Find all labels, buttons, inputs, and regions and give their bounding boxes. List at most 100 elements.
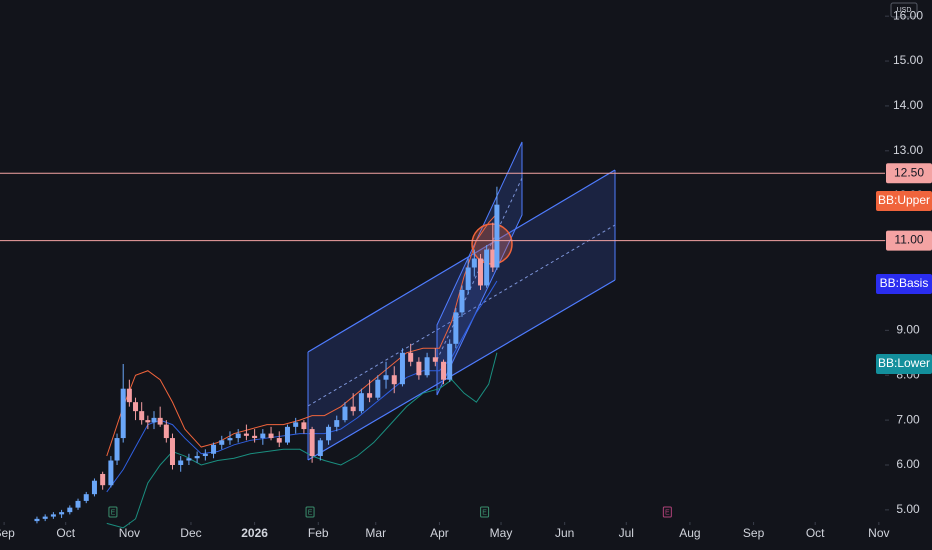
y-tick-label: 5.00 [896, 502, 920, 516]
y-tick-label: 13.00 [893, 143, 923, 157]
candle-body [126, 388, 132, 403]
candles [34, 186, 500, 524]
event-marker [480, 506, 490, 518]
price-label: 11.00 [894, 233, 923, 247]
legend-label: BB:Lower [878, 356, 930, 370]
x-tick-label: Feb [308, 526, 329, 540]
x-tick-label: Nov [868, 526, 889, 540]
x-tick-label: Mar [365, 526, 386, 540]
legend-label: BB:Upper [878, 193, 930, 207]
candle-body [432, 357, 438, 362]
event-label: E [665, 509, 670, 516]
candle-body [202, 453, 208, 457]
candle-body [50, 514, 56, 517]
candle-body [219, 440, 225, 445]
event-marker [305, 506, 315, 518]
legend-box [876, 191, 932, 211]
candle-body [301, 422, 307, 430]
candle-body [243, 433, 249, 436]
event-label: E [482, 509, 487, 516]
candle-body [120, 388, 126, 439]
y-tick-label: 7.00 [896, 412, 920, 426]
x-tick-label: Oct [806, 526, 825, 540]
candle-body [471, 258, 477, 268]
event-marker [108, 506, 118, 518]
candle-body [186, 458, 192, 461]
currency: USD [897, 7, 912, 14]
candle-body [465, 267, 471, 290]
x-tick-label: May [490, 526, 513, 540]
event-marker [662, 506, 672, 518]
candle-body [284, 426, 290, 443]
x-tick-label: Nov [119, 526, 140, 540]
candle-body [169, 438, 175, 465]
candle-body [157, 417, 163, 425]
candle-body [424, 357, 430, 376]
x-tick-label: Aug [679, 526, 700, 540]
candle-body [358, 393, 364, 412]
candle-body [194, 456, 200, 459]
candle-body [42, 516, 48, 519]
candle-body [309, 429, 315, 457]
channel-fill [308, 170, 615, 460]
candle-body [133, 402, 139, 412]
candle-body [408, 352, 414, 362]
candle-body [326, 426, 332, 441]
candle-body [459, 289, 465, 313]
candle-body [276, 438, 282, 443]
candle-body [490, 249, 496, 268]
y-tick-label: 6.00 [896, 457, 920, 471]
x-tick-label: Dec [180, 526, 201, 540]
channel-bottom [307, 279, 616, 461]
legend-box [876, 274, 932, 294]
y-tick-label: 15.00 [893, 53, 923, 67]
candle-body [91, 480, 97, 495]
candle-body [145, 420, 151, 423]
candle-body [317, 440, 323, 457]
candle-body [399, 352, 405, 385]
event-label: E [111, 509, 116, 516]
x-tick-label: Sep [743, 526, 765, 540]
event-label: E [308, 509, 313, 516]
bb-line [106, 213, 498, 457]
channel-mid [307, 224, 616, 407]
candle-body [83, 494, 89, 501]
candle-body [139, 411, 145, 421]
candle-body [75, 500, 81, 508]
y-tick-label: 14.00 [893, 98, 923, 112]
candle-body [163, 424, 169, 439]
legend-label: BB:Basis [880, 276, 929, 290]
candle-body [477, 258, 483, 286]
candle-body [334, 420, 340, 427]
candle-body [453, 312, 459, 344]
bb-line [106, 352, 498, 529]
candle-body [252, 435, 258, 439]
price-label-box [886, 163, 932, 184]
x-tick-label: Apr [430, 526, 449, 540]
candle-body [484, 249, 490, 286]
candle-body [114, 438, 120, 461]
candle-body [227, 438, 233, 441]
legend-box [876, 354, 932, 374]
candle-body [235, 433, 241, 439]
y-tick-label: 9.00 [896, 323, 920, 337]
x-tick-label: Jul [619, 526, 634, 540]
price-label-box [886, 230, 932, 251]
candle-body [383, 375, 389, 380]
candle-body [375, 379, 381, 398]
candle-body [293, 422, 299, 427]
x-tick-label: Oct [56, 526, 75, 540]
candle-body [268, 433, 274, 439]
price-label: 12.50 [894, 165, 924, 179]
channel-top [307, 169, 616, 353]
candle-body [211, 444, 217, 454]
y-tick-label: 16.00 [893, 8, 923, 22]
candle-body [350, 406, 356, 412]
candle-body [391, 375, 397, 385]
x-tick-label: Sep [0, 526, 15, 540]
candle-body [34, 518, 40, 522]
candle-body [441, 361, 447, 380]
candle-body [151, 417, 157, 423]
